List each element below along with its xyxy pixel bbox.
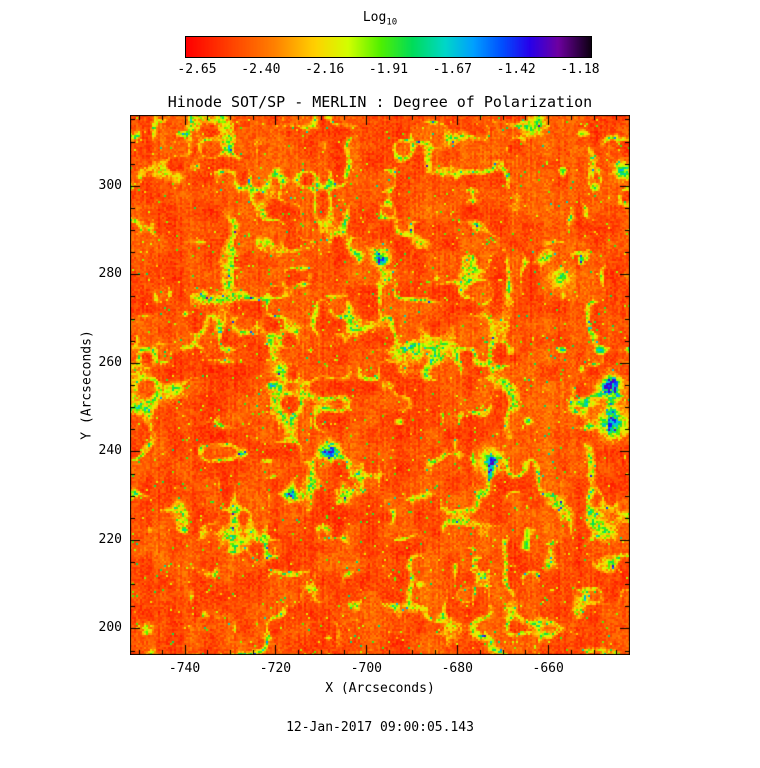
colorbar-gradient	[185, 36, 592, 58]
colorbar-tick-label: -1.42	[496, 62, 536, 77]
x-tick-label: -660	[532, 661, 564, 676]
colorbar-tick-label: -1.91	[368, 62, 409, 77]
colorbar-tick-label: -2.16	[305, 62, 345, 77]
x-tick-label: -740	[168, 661, 201, 676]
x-tick-label: -720	[259, 661, 292, 676]
colorbar-tick-label: -2.40	[241, 62, 281, 77]
y-tick-label: 260	[98, 354, 122, 370]
x-tick-label: -700	[350, 661, 383, 676]
timestamp: 12-Jan-2017 09:00:05.143	[286, 720, 474, 735]
colorbar-title: Log10	[0, 10, 760, 28]
y-tick-label: 200	[98, 620, 122, 636]
y-tick-label: 300	[98, 177, 122, 193]
chart-title: Hinode SOT/SP - MERLIN : Degree of Polar…	[167, 93, 593, 111]
x-tick-label: -680	[441, 661, 473, 676]
y-tick-label: 220	[98, 531, 122, 547]
y-axis-label: Y (Arcseconds)	[79, 330, 95, 440]
colorbar-tick-label: -1.18	[560, 62, 600, 77]
colorbar-tick-label: -2.65	[177, 62, 217, 77]
y-tick-label: 280	[98, 266, 122, 282]
colorbar-tick-label: -1.67	[432, 62, 472, 77]
polarization-heatmap	[130, 115, 630, 655]
colorbar-title-subscript: 10	[386, 17, 398, 28]
y-tick-label: 240	[98, 443, 122, 459]
colorbar-title-text: Log	[362, 10, 387, 25]
x-axis-label: X (Arcseconds)	[325, 681, 435, 696]
